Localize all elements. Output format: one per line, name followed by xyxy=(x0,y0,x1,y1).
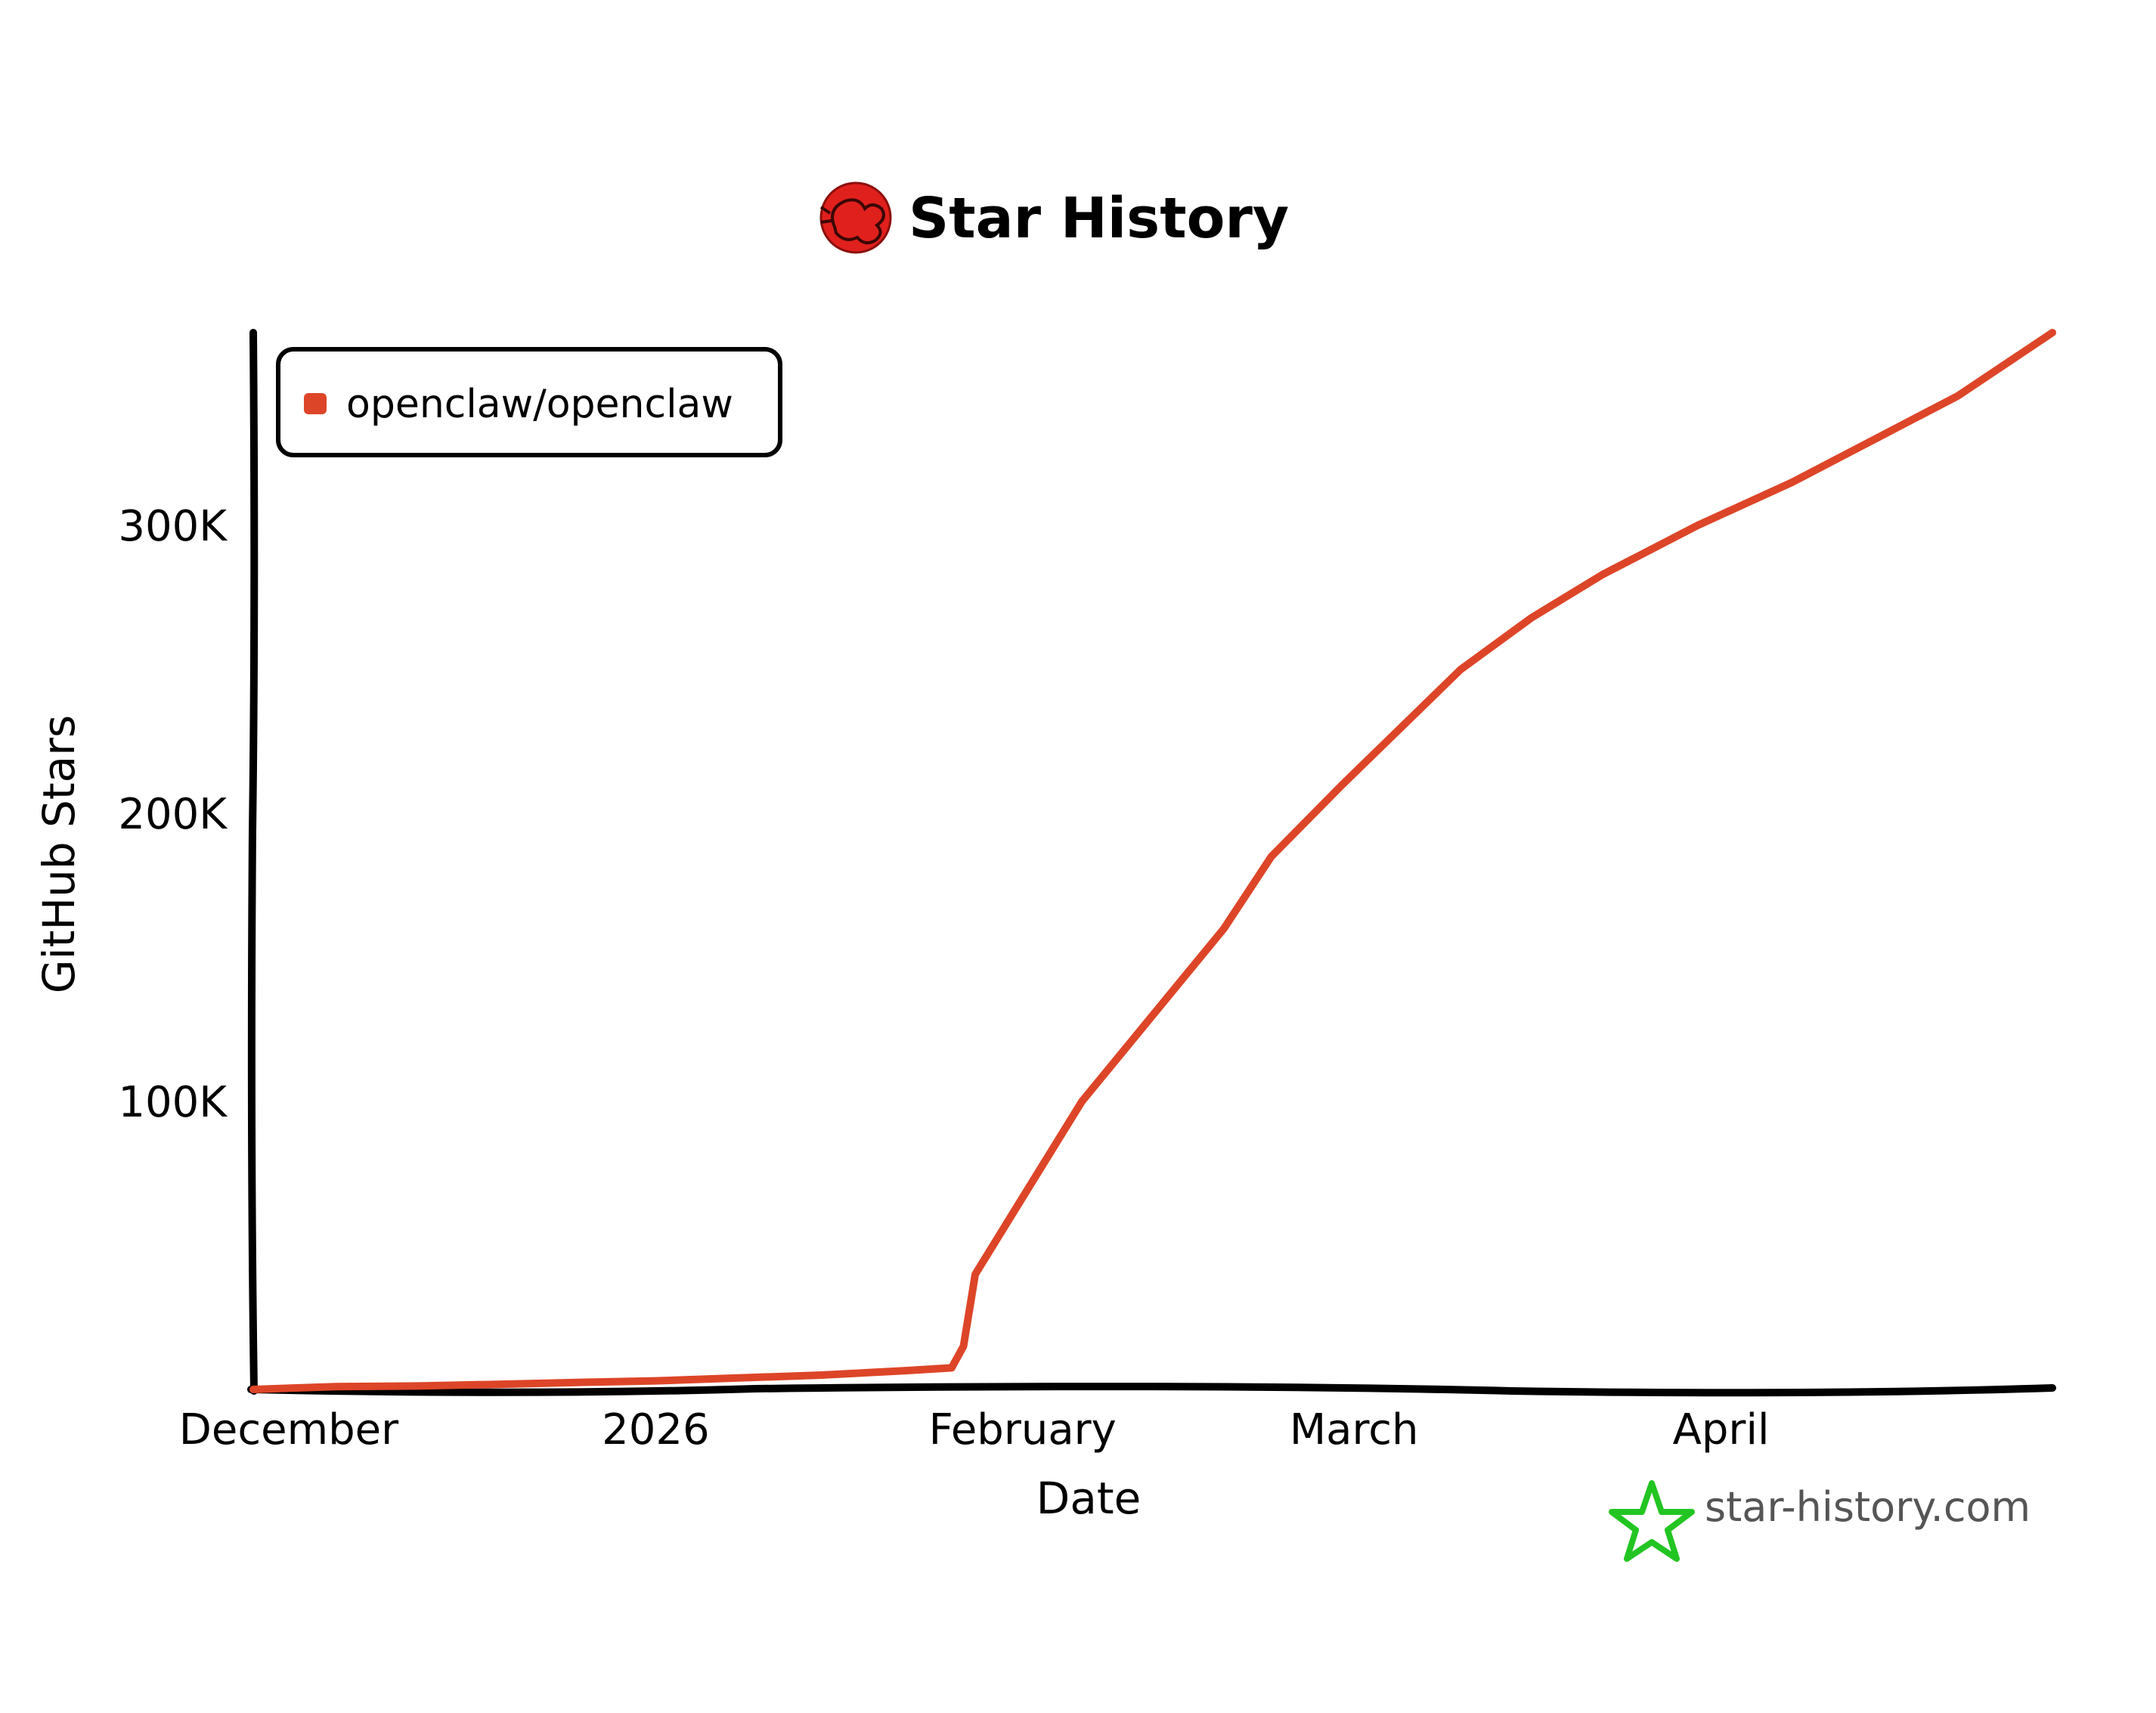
brand-watermark[interactable]: star-history.com xyxy=(1609,1480,2031,1562)
legend-label: openclaw/openclaw xyxy=(346,382,733,427)
data-point xyxy=(972,1272,978,1278)
data-point xyxy=(499,1381,505,1387)
data-point xyxy=(1789,479,1795,485)
data-point xyxy=(333,1383,339,1389)
data-point xyxy=(416,1383,422,1389)
data-point xyxy=(819,1372,825,1378)
data-point xyxy=(652,1378,658,1384)
lobster-avatar-icon xyxy=(819,181,892,254)
data-point xyxy=(1221,926,1227,932)
data-point xyxy=(961,1343,967,1349)
data-point xyxy=(1872,436,1878,442)
y-axis-title: GitHub Stars xyxy=(33,715,85,994)
data-point xyxy=(581,1380,587,1386)
chart-title: Star History xyxy=(909,186,1289,251)
x-tick-label: December xyxy=(179,1405,399,1454)
data-point xyxy=(1126,1041,1132,1047)
legend: openclaw/openclaw xyxy=(276,347,782,457)
data-point xyxy=(2049,330,2055,336)
series-line xyxy=(249,329,2056,1393)
star-outline-icon xyxy=(1609,1480,1695,1562)
legend-swatch xyxy=(304,393,327,414)
data-point xyxy=(1600,572,1606,578)
y-axis-line xyxy=(247,329,259,1395)
series-layer xyxy=(249,329,2056,1393)
data-point xyxy=(1340,782,1346,788)
x-tick-label: April xyxy=(1673,1405,1770,1454)
data-point xyxy=(1457,667,1464,673)
data-point xyxy=(1079,1098,1085,1104)
data-point xyxy=(1955,393,1961,399)
data-point xyxy=(1399,724,1405,730)
data-point xyxy=(901,1368,907,1374)
x-axis-line xyxy=(247,1383,2056,1397)
x-tick-label: March xyxy=(1290,1405,1419,1454)
data-point xyxy=(736,1375,742,1381)
y-tick-label: 200K xyxy=(118,790,228,839)
x-tick-labels: December 2026 February March April xyxy=(179,1405,1770,1454)
y-tick-label: 100K xyxy=(118,1078,228,1127)
x-tick-label: February xyxy=(929,1405,1117,1454)
y-tick-label: 300K xyxy=(118,502,228,551)
legend-box xyxy=(276,347,782,457)
axes xyxy=(247,329,2056,1397)
data-point xyxy=(1694,522,1700,528)
x-axis-title: Date xyxy=(1036,1473,1142,1524)
data-point xyxy=(1529,615,1535,621)
data-point xyxy=(1269,853,1275,860)
data-point xyxy=(1173,984,1179,990)
data-point xyxy=(1008,1213,1014,1219)
x-tick-label: 2026 xyxy=(602,1405,710,1454)
data-point xyxy=(1043,1156,1049,1162)
data-point xyxy=(949,1365,955,1371)
chart-header: Star History xyxy=(819,181,1289,254)
data-point xyxy=(250,1386,256,1392)
brand-site-text: star-history.com xyxy=(1705,1483,2031,1531)
y-tick-labels: 100K 200K 300K xyxy=(118,502,228,1127)
